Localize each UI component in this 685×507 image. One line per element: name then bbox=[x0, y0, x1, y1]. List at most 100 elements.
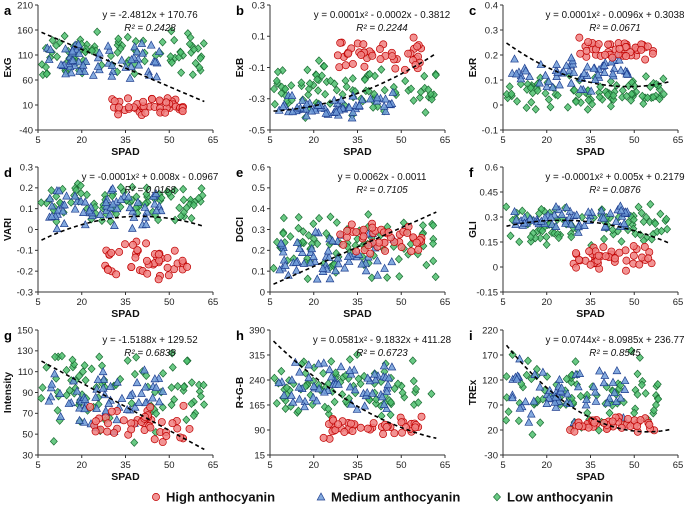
point-high bbox=[575, 255, 583, 264]
point-low bbox=[583, 105, 592, 114]
point-low bbox=[542, 240, 551, 249]
point-low bbox=[332, 218, 341, 227]
point-low bbox=[570, 85, 579, 95]
point-medium bbox=[345, 365, 355, 374]
point-low bbox=[190, 45, 198, 54]
point-medium bbox=[569, 67, 579, 76]
point-medium bbox=[151, 189, 161, 198]
point-medium bbox=[150, 374, 160, 383]
point-medium bbox=[600, 221, 610, 230]
point-medium bbox=[583, 62, 592, 71]
point-high bbox=[608, 53, 617, 62]
x-tick-label: 5 bbox=[267, 297, 272, 308]
point-medium bbox=[93, 61, 103, 70]
point-high bbox=[398, 428, 406, 437]
fit-equation: y = 0.0062x - 0.0011 bbox=[338, 172, 427, 183]
point-medium bbox=[106, 381, 115, 390]
point-high bbox=[648, 49, 657, 58]
y-tick-label: 30 bbox=[22, 450, 33, 461]
point-medium bbox=[336, 95, 346, 104]
point-low bbox=[182, 356, 191, 366]
point-low bbox=[91, 202, 99, 212]
point-medium bbox=[544, 393, 554, 402]
point-medium bbox=[150, 57, 160, 66]
point-low bbox=[394, 254, 403, 264]
panel-g: 5 20 35 50 65 30 50 70 90 110 130 150 SPAD Intensity g… bbox=[3, 325, 218, 483]
point-low bbox=[377, 65, 386, 74]
point-high bbox=[586, 260, 595, 269]
point-low bbox=[659, 89, 668, 99]
point-high bbox=[622, 256, 631, 265]
point-high bbox=[576, 49, 585, 58]
point-medium bbox=[88, 70, 98, 79]
point-medium bbox=[566, 78, 576, 87]
point-medium bbox=[158, 386, 168, 395]
point-high bbox=[363, 424, 372, 433]
point-low bbox=[159, 369, 168, 378]
point-low bbox=[320, 402, 329, 412]
point-low bbox=[68, 355, 77, 365]
point-low bbox=[341, 76, 350, 86]
x-tick-label: 35 bbox=[585, 297, 596, 308]
point-medium bbox=[599, 60, 609, 69]
point-low bbox=[605, 408, 614, 418]
point-high bbox=[334, 420, 343, 429]
point-medium bbox=[302, 111, 311, 120]
x-tick-label: 65 bbox=[440, 135, 451, 146]
y-tick-label: 0.6 bbox=[252, 162, 265, 173]
point-low bbox=[305, 79, 314, 88]
point-low bbox=[132, 352, 141, 362]
y-tick-label: 160 bbox=[17, 25, 33, 36]
x-tick-label: 35 bbox=[585, 135, 596, 146]
x-axis-label: SPAD bbox=[343, 471, 372, 483]
point-medium bbox=[310, 256, 320, 266]
point-high bbox=[403, 228, 412, 237]
x-axis-label: SPAD bbox=[343, 146, 372, 158]
point-low bbox=[407, 84, 416, 94]
point-low bbox=[272, 76, 281, 86]
y-tick-label: 210 bbox=[17, 0, 33, 11]
fit-equation: y = -0.0001x² + 0.008x - 0.0967 bbox=[82, 172, 219, 183]
y-tick-label: 170 bbox=[482, 350, 498, 361]
x-tick-label: 20 bbox=[308, 135, 319, 146]
x-tick-label: 20 bbox=[541, 460, 552, 471]
point-low bbox=[603, 90, 612, 100]
point-medium bbox=[304, 360, 314, 369]
point-medium bbox=[542, 81, 552, 90]
point-medium bbox=[379, 361, 389, 370]
point-medium bbox=[552, 59, 561, 68]
x-tick-label: 35 bbox=[352, 135, 363, 146]
x-axis-label: SPAD bbox=[111, 308, 140, 320]
point-low bbox=[398, 388, 407, 398]
point-low bbox=[332, 85, 341, 95]
point-medium bbox=[132, 378, 142, 387]
point-medium bbox=[366, 94, 375, 103]
point-low bbox=[314, 56, 323, 65]
y-tick-label: 0 bbox=[28, 225, 33, 236]
point-low bbox=[287, 81, 296, 90]
point-low bbox=[272, 398, 281, 408]
point-medium bbox=[66, 68, 76, 77]
point-high bbox=[629, 251, 638, 260]
point-low bbox=[87, 364, 96, 374]
point-medium bbox=[377, 392, 387, 401]
point-medium bbox=[583, 207, 593, 216]
x-tick-label: 65 bbox=[208, 297, 219, 308]
point-medium bbox=[388, 87, 398, 96]
point-low bbox=[422, 260, 431, 270]
point-low bbox=[527, 97, 536, 107]
point-low bbox=[609, 229, 618, 239]
point-medium bbox=[344, 102, 354, 112]
point-low bbox=[81, 375, 90, 385]
point-low bbox=[152, 409, 161, 418]
x-tick-label: 35 bbox=[120, 135, 131, 146]
point-medium bbox=[619, 218, 629, 227]
point-high bbox=[346, 419, 355, 428]
point-high bbox=[164, 271, 173, 280]
point-low bbox=[341, 396, 350, 406]
point-low bbox=[173, 381, 182, 391]
y-tick-label: -0.1 bbox=[17, 246, 33, 257]
point-low bbox=[634, 202, 643, 212]
point-low bbox=[62, 365, 71, 375]
point-medium bbox=[333, 253, 343, 262]
